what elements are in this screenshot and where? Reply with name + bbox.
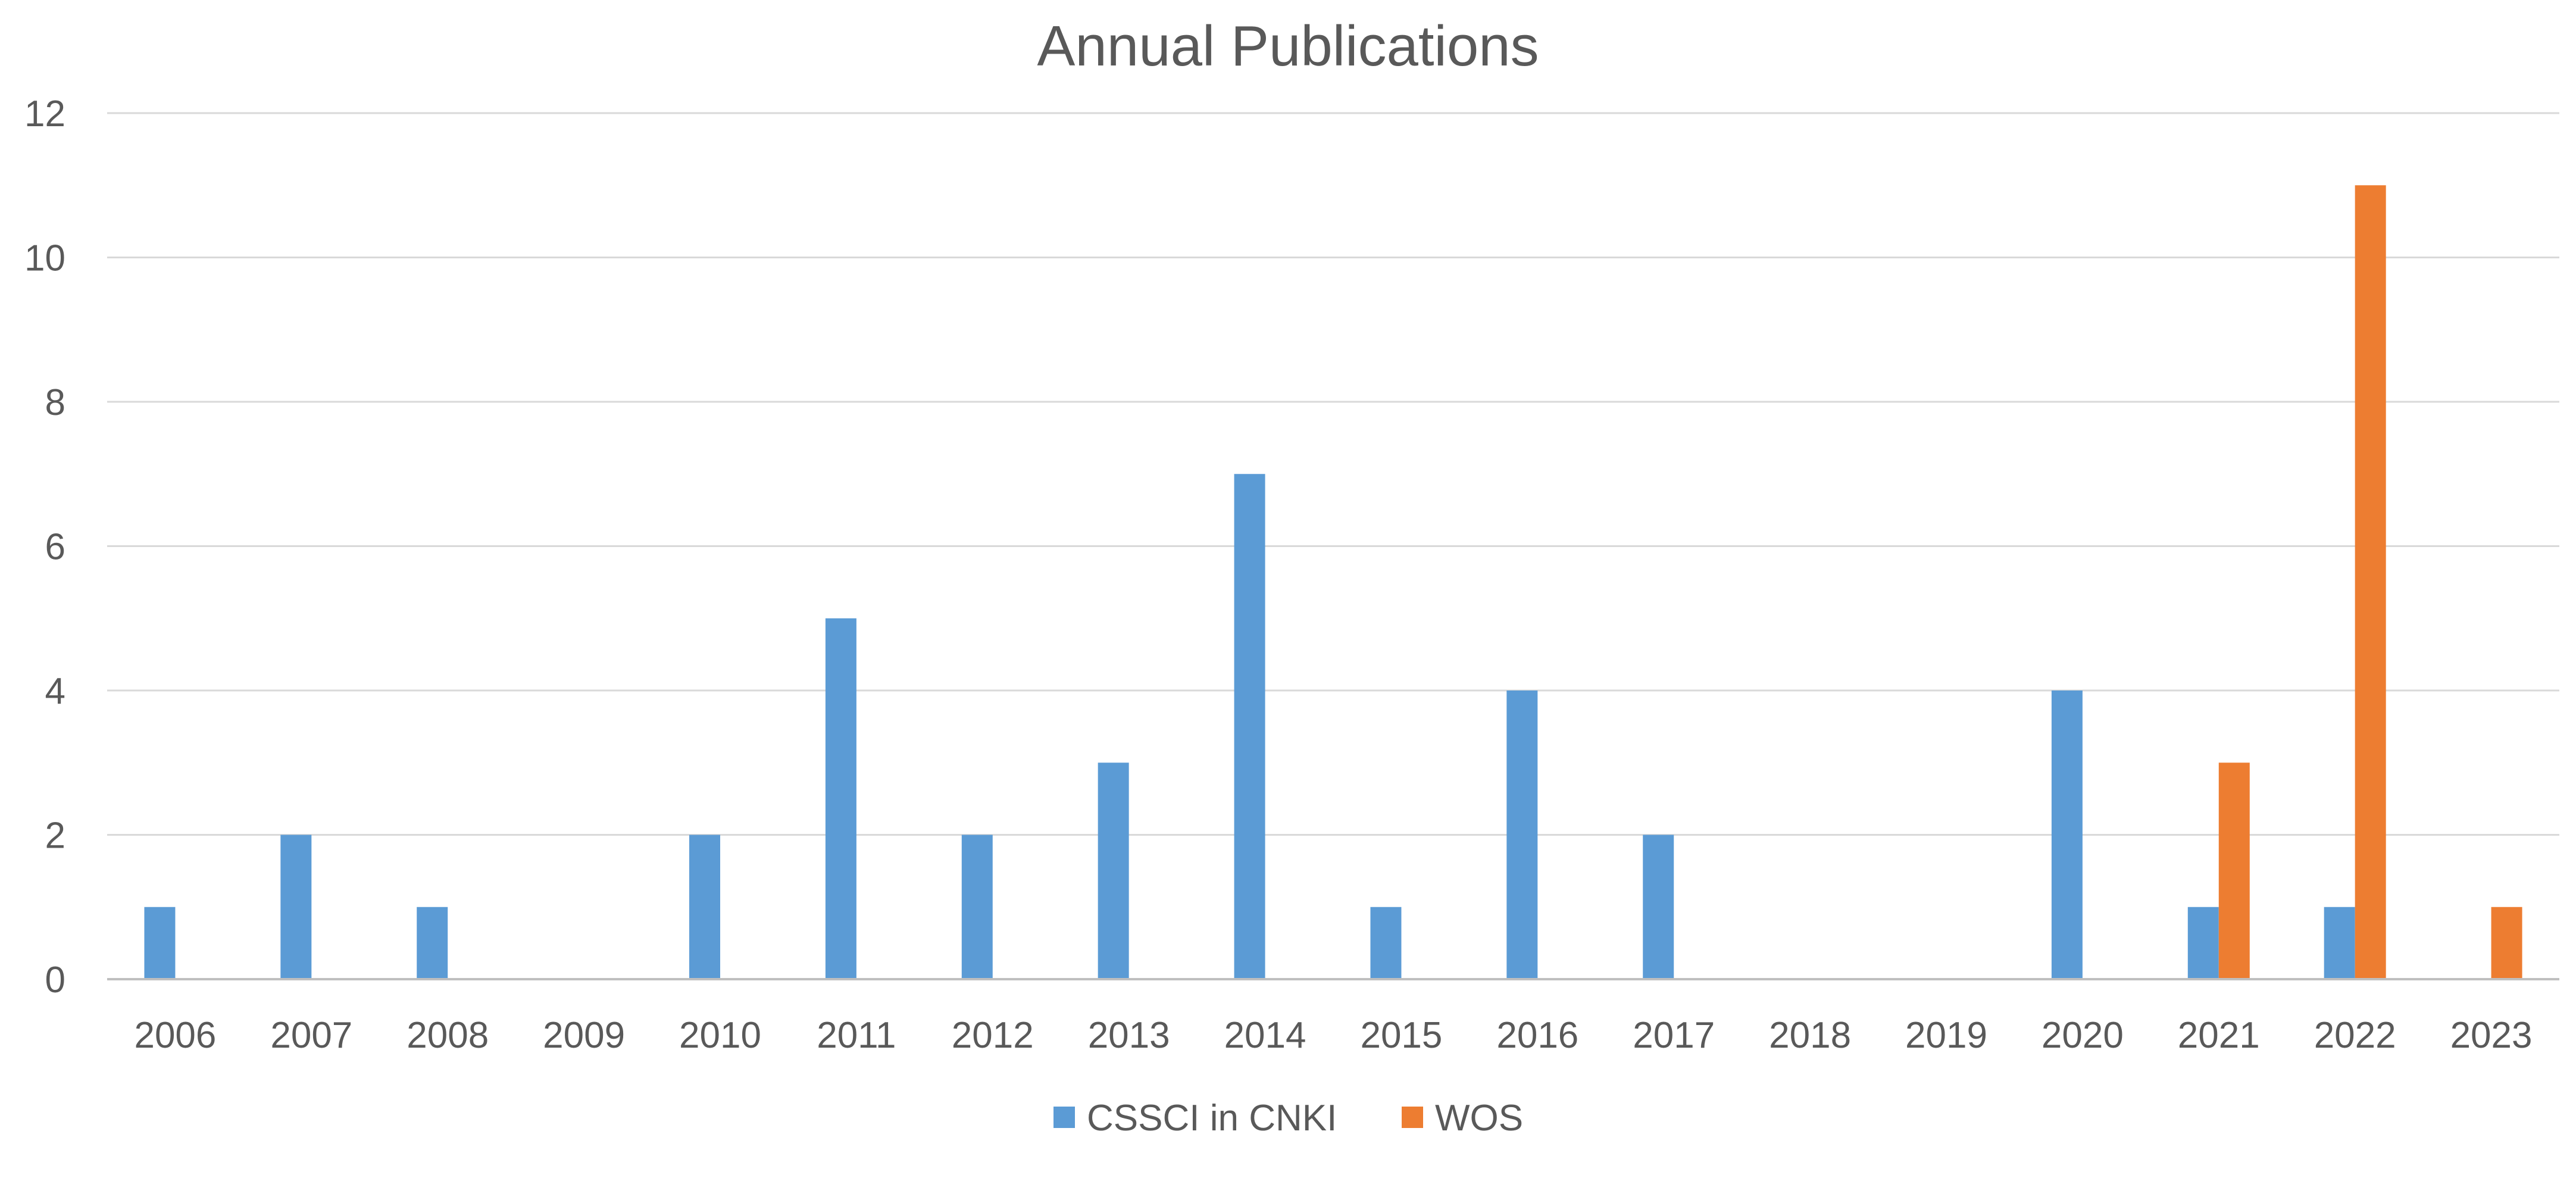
bar-cssci-2008 [417, 907, 448, 979]
x-tick-label: 2013 [1088, 1015, 1170, 1056]
bar-cssci-2017 [1643, 835, 1674, 979]
x-tick-label: 2011 [817, 1015, 896, 1056]
bar-cssci-2020 [2051, 690, 2083, 979]
y-axis-ticks: 0 2 4 6 8 10 12 [24, 93, 65, 1001]
bar-cssci-2016 [1506, 690, 1538, 979]
y-tick-label: 8 [45, 382, 65, 423]
bar-cssci-2006 [144, 907, 176, 979]
y-tick-label: 2 [45, 815, 65, 857]
y-tick-label: 6 [45, 527, 65, 568]
x-tick-label: 2017 [1633, 1015, 1715, 1056]
legend-swatch [1402, 1107, 1423, 1128]
legend-label: WOS [1435, 1098, 1523, 1139]
x-tick-label: 2015 [1360, 1015, 1442, 1056]
x-tick-label: 2007 [270, 1015, 352, 1056]
x-tick-label: 2018 [1769, 1015, 1851, 1056]
x-tick-label: 2006 [134, 1015, 216, 1056]
x-tick-label: 2020 [2042, 1015, 2124, 1056]
x-tick-label: 2021 [2178, 1015, 2260, 1056]
bar-cssci-2015 [1370, 907, 1402, 979]
legend-swatch [1053, 1107, 1075, 1128]
y-tick-label: 4 [45, 671, 65, 712]
x-tick-label: 2022 [2314, 1015, 2396, 1056]
legend: CSSCI in CNKI WOS [1053, 1098, 1523, 1139]
x-axis-ticks: 2006 2007 2008 2009 2010 2011 2012 2013 2014 2015… [134, 1015, 2532, 1056]
bar-cssci-2012 [961, 835, 993, 979]
x-tick-label: 2012 [952, 1015, 1034, 1056]
x-tick-label: 2014 [1224, 1015, 1306, 1056]
bar-cssci-2014 [1234, 474, 1265, 979]
bar-cssci-2007 [280, 835, 312, 979]
x-tick-label: 2023 [2450, 1015, 2533, 1056]
bar-cssci-2010 [689, 835, 720, 979]
y-tick-label: 0 [45, 960, 65, 1001]
bars [144, 185, 2522, 979]
x-tick-label: 2016 [1496, 1015, 1578, 1056]
y-tick-label: 10 [24, 238, 65, 279]
bar-wos-2023 [2491, 907, 2522, 979]
bar-cssci-2011 [825, 618, 856, 979]
bar-cssci-2021 [2187, 907, 2219, 979]
x-tick-label: 2010 [679, 1015, 761, 1056]
x-tick-label: 2019 [1905, 1015, 1987, 1056]
gridlines [107, 112, 2559, 836]
bar-wos-2022 [2355, 185, 2386, 979]
bar-cssci-2022 [2324, 907, 2355, 979]
bar-cssci-2013 [1098, 763, 1129, 979]
legend-label: CSSCI in CNKI [1087, 1098, 1337, 1139]
x-tick-label: 2009 [543, 1015, 625, 1056]
x-tick-label: 2008 [407, 1015, 489, 1056]
bar-wos-2021 [2218, 763, 2250, 979]
chart-title: Annual Publications [1037, 14, 1539, 78]
y-tick-label: 12 [24, 93, 65, 135]
